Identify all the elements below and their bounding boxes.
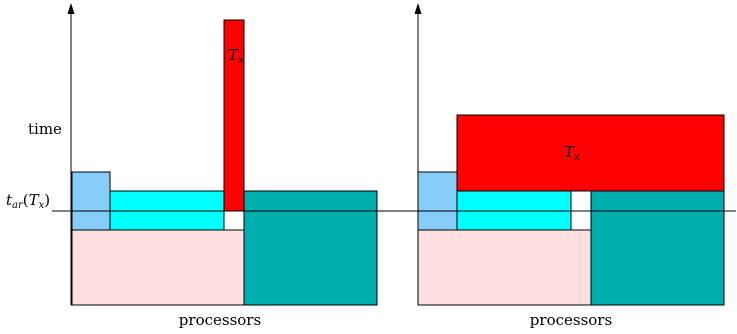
teal-block-left bbox=[243, 190, 378, 306]
y-axis-arrowhead-left bbox=[67, 3, 75, 14]
light-blue-block-right bbox=[417, 171, 458, 231]
arrival-close-paren: ) bbox=[44, 191, 50, 209]
arrival-time-label: tar(Tx) bbox=[6, 191, 50, 211]
pink-block-right bbox=[417, 229, 592, 306]
light-blue-block-left bbox=[71, 171, 111, 231]
arrival-T-sub: x bbox=[39, 200, 45, 211]
x-axis-label-processors-left: processors bbox=[179, 311, 261, 329]
task-tx-sub-right: x bbox=[574, 152, 580, 163]
arrival-t-base: t bbox=[6, 191, 13, 209]
task-tx-label-right: Tx bbox=[564, 143, 580, 163]
arrival-T-base: T bbox=[29, 191, 40, 209]
left-panel: time processors Tx bbox=[28, 3, 378, 329]
y-axis-label-time: time bbox=[28, 120, 62, 138]
task-tx-base-right: T bbox=[564, 143, 575, 161]
arrival-t-sub: ar bbox=[12, 200, 24, 211]
task-tx-wide-block bbox=[456, 114, 725, 192]
right-panel: processors Tx bbox=[414, 3, 725, 329]
teal-block-right bbox=[590, 190, 725, 306]
arrival-open-paren: ( bbox=[23, 191, 29, 209]
y-axis-arrowhead-right bbox=[414, 3, 422, 14]
x-axis-label-processors-right: processors bbox=[530, 311, 612, 329]
task-tx-label-left: Tx bbox=[228, 46, 244, 66]
pink-block-left bbox=[71, 229, 245, 306]
task-tx-base-left: T bbox=[228, 46, 239, 64]
task-tx-sub-left: x bbox=[238, 55, 244, 66]
